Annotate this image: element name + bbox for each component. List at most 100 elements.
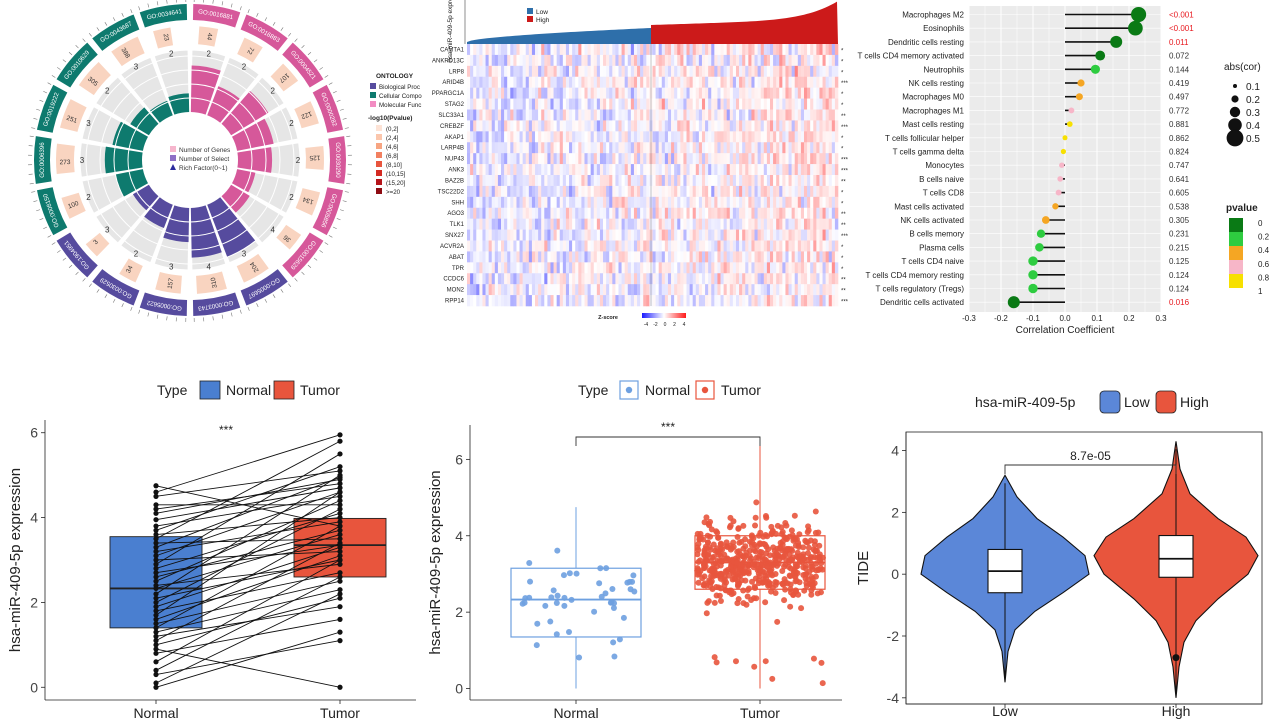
heatmap-cell (794, 164, 799, 176)
heatmap-cell (497, 273, 502, 285)
heatmap-cell (593, 98, 598, 110)
heatmap-cell (834, 54, 839, 67)
heatmap-cell (550, 229, 554, 241)
data-point (703, 610, 710, 617)
heatmap-cell (667, 120, 672, 132)
heatmap-cell (769, 76, 774, 88)
heatmap-cell (661, 44, 666, 56)
pair-line (155, 521, 341, 552)
data-point (153, 574, 159, 580)
heatmap-cell (556, 207, 561, 219)
pvalue-label: 0.881 (1169, 120, 1190, 129)
heatmap-cell (609, 109, 613, 121)
data-point (719, 557, 726, 564)
heatmap-cell (732, 76, 737, 88)
heatmap-cell (800, 185, 805, 198)
heatmap-cell (609, 54, 613, 67)
heatmap-cell (769, 109, 774, 121)
heatmap-cell (723, 284, 727, 296)
legend-swatch (527, 16, 533, 22)
heatmap-cell (535, 54, 539, 67)
heatmap-cell (810, 262, 814, 274)
heatmap-cell (485, 142, 489, 154)
heatmap-cell (581, 76, 585, 88)
gene-count-bar (196, 271, 227, 294)
heatmap-cell (689, 120, 693, 132)
data-point (153, 684, 159, 690)
heatmap-cell (615, 87, 619, 99)
heatmap-cell (633, 218, 638, 230)
heatmap-cell (510, 185, 514, 198)
heatmap-cell (701, 120, 706, 132)
heatmap-cell (674, 131, 678, 143)
heatmap-cell (569, 295, 573, 307)
heatmap-cell (769, 142, 774, 154)
heatmap-cell (553, 284, 557, 296)
heatmap-cell (729, 109, 734, 121)
heatmap-cell (729, 175, 734, 187)
heatmap-cell (470, 229, 474, 241)
heatmap-cell (473, 240, 477, 252)
heatmap-cell (575, 87, 579, 99)
heatmap-cell (745, 44, 749, 56)
heatmap-cell (729, 273, 734, 285)
heatmap-cell (510, 131, 514, 143)
heatmap-cell (819, 131, 823, 143)
heatmap-cell (575, 196, 579, 209)
pvalue-label: 0.747 (1169, 161, 1190, 170)
data-point (753, 595, 760, 602)
center-legend-label: Number of Genes (179, 147, 231, 154)
heatmap-cell (606, 295, 610, 307)
heatmap-cell (717, 153, 721, 165)
heatmap-cell (828, 98, 833, 110)
gene-count-bar (236, 253, 269, 283)
heatmap-cell (819, 240, 823, 252)
pair-line (155, 640, 341, 675)
heatmap-cell (640, 120, 644, 132)
heatmap-cell (742, 240, 746, 252)
heatmap-cell (729, 164, 734, 176)
heatmap-cell (501, 76, 505, 88)
heatmap-cell (544, 196, 548, 209)
heatmap-cell (791, 229, 796, 241)
heatmap-cell (692, 284, 697, 296)
heatmap-cell (497, 120, 502, 132)
heatmap-cell (834, 153, 839, 165)
heatmap-cell (643, 153, 647, 165)
heatmap-cell (587, 185, 591, 198)
heatmap-cell (760, 87, 765, 99)
data-point (337, 527, 343, 533)
heatmap-cell (708, 229, 712, 241)
heatmap-cell (726, 175, 731, 187)
x-axis-label: Correlation Coefficient (1016, 325, 1115, 336)
heatmap-cell (742, 273, 746, 285)
heatmap-cell (757, 44, 762, 56)
heatmap-cell (686, 131, 690, 143)
heatmap-cell (488, 109, 493, 121)
heatmap-cell (742, 76, 746, 88)
heatmap-cell (609, 76, 613, 88)
data-point (714, 545, 721, 552)
heatmap-cell (723, 240, 727, 252)
heatmap-cell (581, 54, 585, 67)
data-point (337, 438, 343, 444)
go-term-segment (192, 4, 241, 28)
heatmap-cell (813, 87, 817, 99)
heatmap-cell (813, 109, 817, 121)
heatmap-cell (661, 87, 666, 99)
heatmap-cell (593, 295, 598, 307)
data-point (542, 602, 549, 609)
heatmap-cell (497, 284, 502, 296)
heatmap-cell (671, 284, 675, 296)
axis-tick (147, 312, 150, 317)
axis-tick (82, 38, 86, 42)
axis-tick (138, 6, 141, 11)
heatmap-cell (522, 54, 527, 67)
heatmap-cell (757, 153, 762, 165)
heatmap-cell (683, 284, 687, 296)
heatmap-cell (562, 284, 567, 296)
heatmap-cell (773, 185, 777, 198)
heatmap-cell (683, 65, 687, 78)
heatmap-cell (627, 240, 632, 252)
heatmap-cell (618, 218, 622, 230)
